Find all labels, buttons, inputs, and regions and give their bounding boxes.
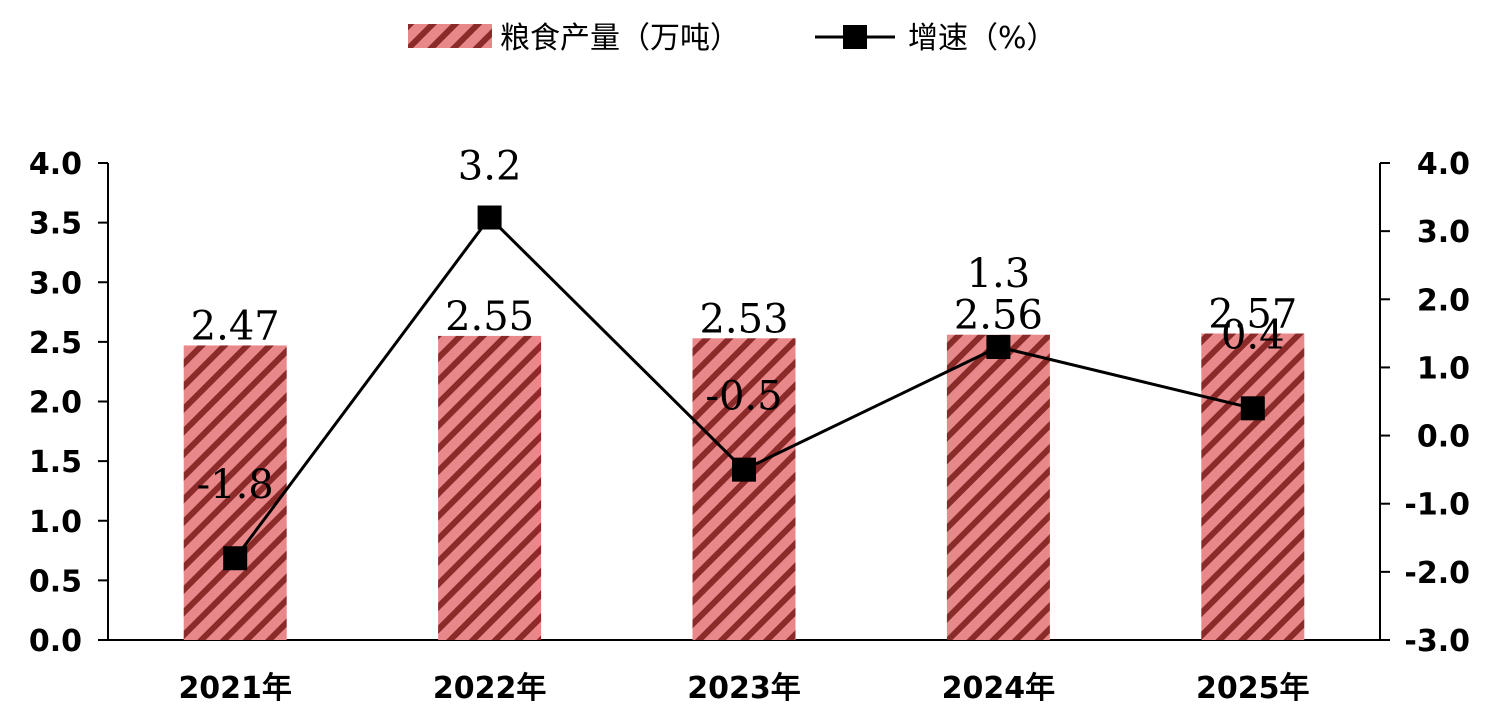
- growth-marker: [223, 546, 247, 570]
- bar: [947, 335, 1050, 640]
- legend-bar-swatch: [408, 24, 492, 48]
- x-category-label: 2025年: [1196, 671, 1310, 706]
- left-tick-label: 2.0: [29, 386, 82, 421]
- bar-value-label: 2.53: [699, 296, 788, 342]
- right-tick-label: 0.0: [1417, 420, 1470, 455]
- growth-marker: [1241, 396, 1265, 420]
- right-tick-label: -1.0: [1404, 488, 1470, 523]
- x-category-label: 2024年: [942, 671, 1056, 706]
- growth-value-label: -1.8: [197, 462, 274, 508]
- bar-value-label: 2.47: [191, 303, 280, 349]
- left-tick-label: 2.5: [29, 326, 82, 361]
- right-tick-label: -3.0: [1404, 624, 1470, 659]
- legend-line-label: 增速（%）: [908, 21, 1057, 56]
- legend: 粮食产量（万吨） 增速（%）: [408, 21, 1057, 56]
- bar-value-label: 2.56: [954, 293, 1043, 339]
- growth-value-label: 1.3: [967, 251, 1031, 297]
- bar: [438, 336, 541, 640]
- bar-value-label: 2.55: [445, 294, 534, 340]
- left-tick-label: 0.5: [29, 564, 82, 599]
- growth-value-label: 3.2: [458, 144, 522, 190]
- growth-marker: [478, 206, 502, 230]
- x-category-label: 2021年: [178, 671, 292, 706]
- legend-bar-label: 粮食产量（万吨）: [500, 21, 740, 56]
- growth-value-label: -0.5: [705, 374, 782, 420]
- right-tick-label: 2.0: [1417, 283, 1470, 318]
- legend-line-marker: [843, 25, 867, 49]
- x-category-label: 2023年: [687, 671, 801, 706]
- left-tick-label: 4.0: [29, 147, 82, 182]
- growth-marker: [732, 458, 756, 482]
- left-tick-label: 3.5: [29, 207, 82, 242]
- right-tick-label: -2.0: [1404, 556, 1470, 591]
- right-tick-label: 3.0: [1417, 215, 1470, 250]
- left-tick-label: 3.0: [29, 266, 82, 301]
- bar: [1201, 334, 1304, 640]
- left-tick-label: 1.0: [29, 505, 82, 540]
- left-tick-label: 0.0: [29, 624, 82, 659]
- left-tick-label: 1.5: [29, 445, 82, 480]
- right-tick-label: 4.0: [1417, 147, 1470, 182]
- right-tick-label: 1.0: [1417, 351, 1470, 386]
- x-category-label: 2022年: [433, 671, 547, 706]
- growth-value-label: 0.4: [1221, 312, 1285, 358]
